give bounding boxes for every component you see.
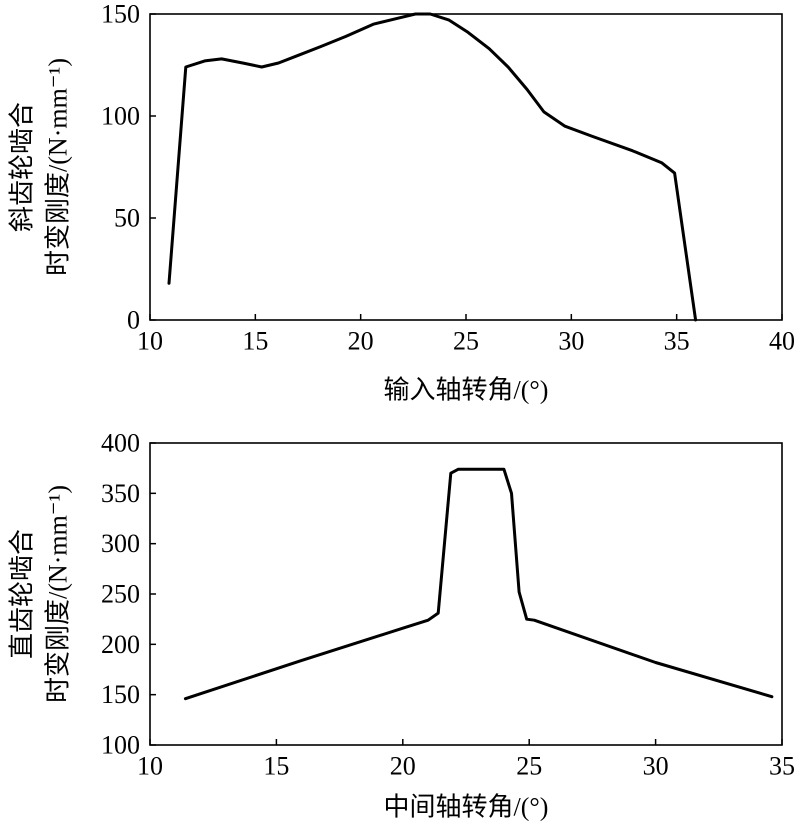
x-tick-label: 10: [137, 752, 163, 781]
y-tick-label: 0: [127, 306, 140, 335]
x-tick-label: 15: [242, 327, 268, 356]
y-tick-label: 350: [101, 479, 140, 508]
y-tick-label: 200: [101, 630, 140, 659]
x-axis-title: 输入轴转角/(°): [384, 376, 549, 405]
x-tick-label: 40: [769, 327, 795, 356]
y-tick-label: 300: [101, 529, 140, 558]
y-tick-label: 150: [101, 680, 140, 709]
x-tick-label: 20: [348, 327, 374, 356]
y-axis-title-line-2: 时变刚度/(N·mm⁻¹): [44, 58, 73, 276]
y-tick-label: 50: [114, 204, 140, 233]
bottom-chart: 中间轴转角/(°) 直齿轮啮合 时变刚度/(N·mm⁻¹) 10 15 20 25 30…: [8, 429, 796, 822]
x-axis-title: 中间轴转角/(°): [384, 793, 549, 822]
y-axis-title-line-2: 时变刚度/(N·mm⁻¹): [44, 485, 73, 703]
series-line: [167, 12, 698, 322]
y-tick-label: 250: [101, 580, 140, 609]
x-tick-label: 15: [263, 752, 289, 781]
y-axis-title-line-1: 斜齿轮啮合: [8, 102, 37, 232]
top-chart: 输入轴转角/(°) 斜齿轮啮合 时变刚度/(N·mm⁻¹) 10 15 20 25 30…: [8, 0, 796, 405]
x-tick-label: 35: [769, 752, 795, 781]
x-tick-label: 10: [137, 327, 163, 356]
x-tick-label: 25: [516, 752, 542, 781]
y-tick-label: 150: [101, 0, 140, 29]
y-axis-title-line-1: 直齿轮啮合: [8, 529, 37, 659]
x-tick-label: 35: [664, 327, 690, 356]
y-tick-label: 100: [101, 102, 140, 131]
x-tick-label: 25: [453, 327, 479, 356]
x-tick-label: 30: [558, 327, 584, 356]
series-line: [183, 467, 774, 701]
y-tick-label: 400: [101, 429, 140, 458]
x-tick-label: 20: [390, 752, 416, 781]
y-tick-label: 100: [101, 731, 140, 760]
x-tick-label: 30: [643, 752, 669, 781]
